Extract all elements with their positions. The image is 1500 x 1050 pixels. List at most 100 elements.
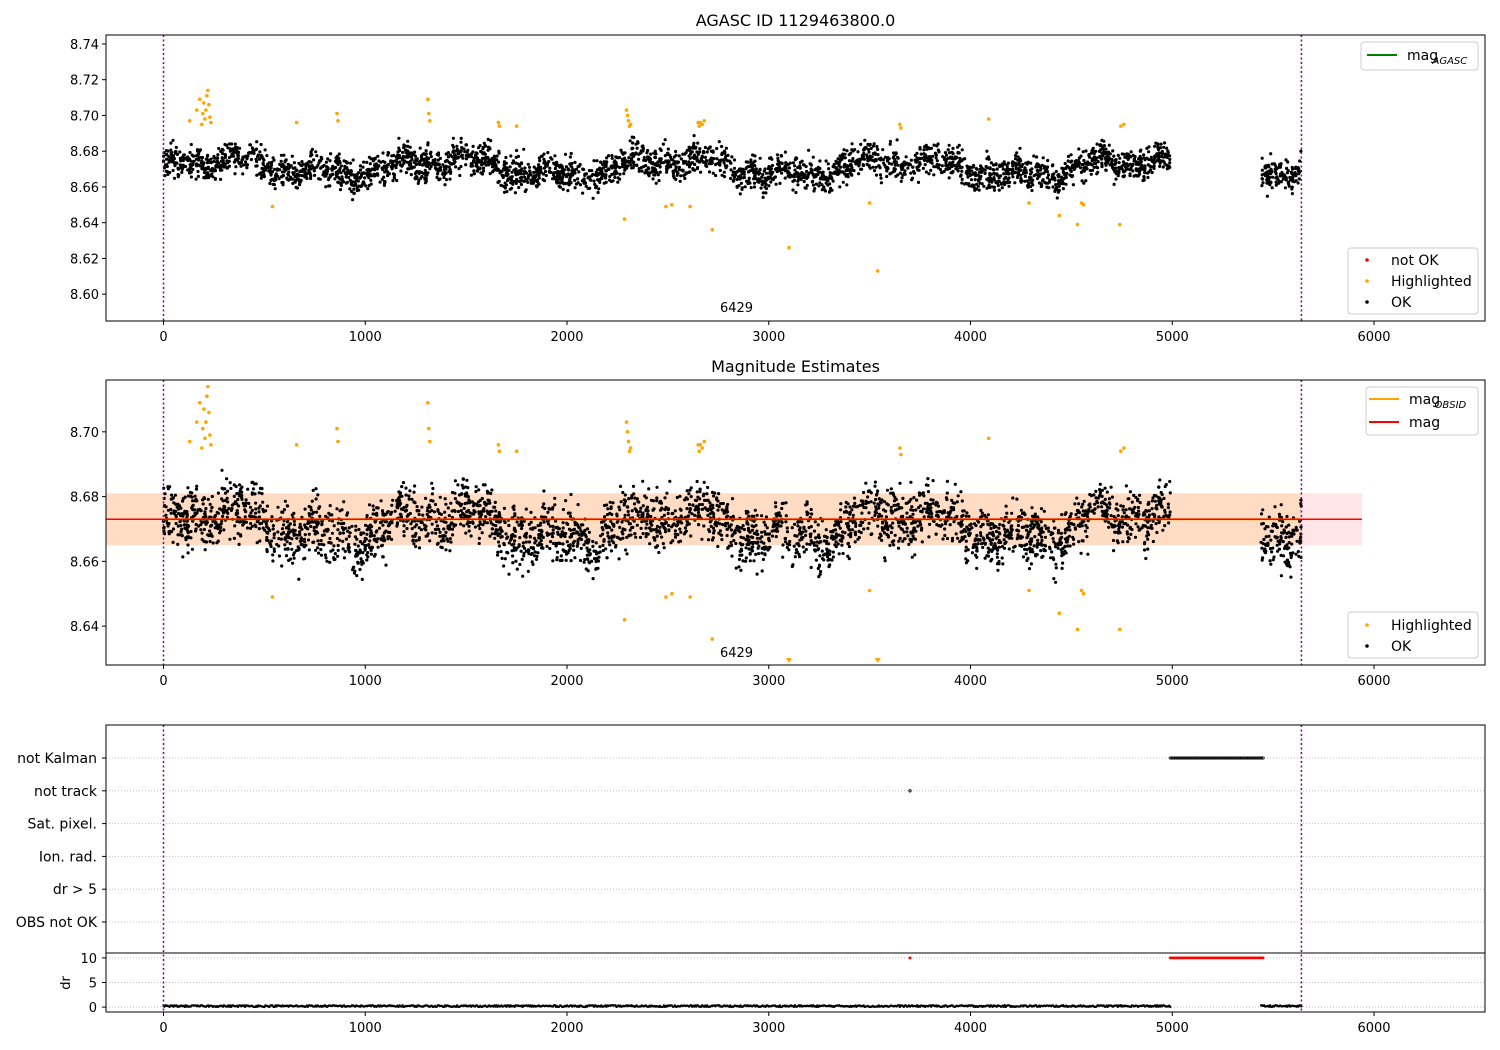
ok-point bbox=[442, 527, 446, 531]
y-tick-label: 8.74 bbox=[70, 38, 99, 53]
ok-point bbox=[960, 177, 964, 181]
ok-point bbox=[601, 543, 605, 548]
ok-point bbox=[931, 479, 935, 483]
ok-point bbox=[300, 160, 304, 164]
ok-point bbox=[169, 511, 173, 515]
ok-point bbox=[853, 540, 857, 544]
ok-point bbox=[369, 178, 373, 182]
ok-point bbox=[1051, 163, 1055, 167]
ok-point bbox=[1051, 185, 1055, 189]
ok-point bbox=[210, 167, 214, 172]
ok-point bbox=[1260, 177, 1265, 181]
ok-point bbox=[809, 539, 813, 543]
ok-point bbox=[889, 505, 893, 509]
ok-point bbox=[1168, 479, 1172, 484]
ok-point bbox=[338, 188, 343, 192]
ok-point bbox=[1000, 186, 1004, 190]
ok-point bbox=[1087, 153, 1091, 157]
ok-point bbox=[1059, 531, 1063, 536]
ok-point bbox=[780, 171, 784, 175]
ok-point bbox=[1011, 164, 1015, 168]
chart-title: AGASC ID 1129463800.0 bbox=[696, 11, 896, 30]
ok-point bbox=[607, 167, 611, 171]
ok-point bbox=[1260, 168, 1264, 172]
ok-point bbox=[593, 182, 597, 186]
ok-point bbox=[313, 532, 317, 536]
ok-point bbox=[396, 150, 400, 154]
ok-point bbox=[405, 519, 409, 524]
ok-point bbox=[659, 148, 663, 152]
ok-point bbox=[483, 160, 487, 164]
ok-point bbox=[1012, 171, 1016, 175]
ok-point bbox=[894, 151, 898, 156]
ok-point bbox=[1137, 157, 1141, 161]
ok-point bbox=[818, 572, 822, 576]
ok-point bbox=[627, 156, 631, 160]
ok-point bbox=[965, 182, 970, 186]
ok-point bbox=[225, 477, 229, 481]
ok-point bbox=[725, 164, 729, 168]
ok-point bbox=[826, 162, 830, 166]
ok-point bbox=[1043, 543, 1047, 547]
ok-point bbox=[859, 167, 863, 171]
ok-point bbox=[704, 507, 709, 511]
ok-point bbox=[892, 167, 896, 171]
ok-point bbox=[1045, 185, 1049, 189]
ok-point bbox=[1039, 172, 1043, 176]
ok-point bbox=[541, 172, 546, 176]
ok-point bbox=[386, 530, 390, 534]
ok-point bbox=[188, 150, 192, 155]
ok-point bbox=[471, 144, 475, 148]
ok-point bbox=[871, 165, 875, 169]
ok-point bbox=[1145, 171, 1150, 175]
ok-point bbox=[558, 170, 563, 174]
ok-point bbox=[367, 173, 371, 178]
ok-point bbox=[524, 540, 528, 544]
ok-point bbox=[319, 155, 323, 159]
ok-point bbox=[276, 530, 280, 534]
ok-point bbox=[280, 564, 284, 568]
ok-point bbox=[435, 524, 440, 528]
ok-point bbox=[856, 150, 860, 154]
ok-point bbox=[689, 495, 693, 499]
ok-point bbox=[1118, 156, 1122, 160]
ok-point bbox=[470, 161, 474, 166]
ok-point bbox=[1268, 175, 1272, 180]
ok-point bbox=[574, 167, 579, 171]
ok-point bbox=[492, 158, 496, 162]
ok-point bbox=[447, 165, 451, 169]
ok-point bbox=[1019, 173, 1023, 177]
ok-point bbox=[425, 512, 429, 517]
ok-point bbox=[1163, 484, 1167, 489]
ok-point bbox=[298, 170, 302, 174]
ok-point bbox=[1084, 179, 1088, 183]
ok-point bbox=[221, 148, 225, 152]
ok-point bbox=[350, 189, 354, 194]
ok-point bbox=[649, 152, 653, 156]
ok-point bbox=[637, 157, 641, 161]
ok-point bbox=[581, 191, 585, 195]
ok-point bbox=[849, 172, 853, 176]
ok-point bbox=[913, 153, 917, 157]
ok-point bbox=[997, 526, 1001, 530]
ok-point bbox=[287, 177, 291, 181]
ok-point bbox=[1039, 507, 1044, 511]
ok-point bbox=[173, 493, 177, 497]
ok-point bbox=[768, 171, 772, 175]
ok-point bbox=[1096, 160, 1100, 164]
ok-point bbox=[250, 146, 254, 150]
ok-point bbox=[969, 178, 974, 182]
ok-point bbox=[1084, 149, 1088, 153]
ok-point bbox=[729, 528, 734, 532]
legend-label: not OK bbox=[1391, 253, 1439, 269]
ok-point bbox=[377, 159, 381, 163]
ok-point bbox=[842, 148, 846, 152]
ok-point bbox=[754, 177, 759, 181]
ok-point bbox=[1028, 530, 1032, 534]
ok-point bbox=[255, 541, 259, 545]
ok-point bbox=[518, 536, 522, 540]
ok-point bbox=[791, 188, 795, 192]
ok-point bbox=[486, 498, 490, 502]
ok-point bbox=[1151, 539, 1155, 544]
ok-point bbox=[936, 142, 940, 146]
